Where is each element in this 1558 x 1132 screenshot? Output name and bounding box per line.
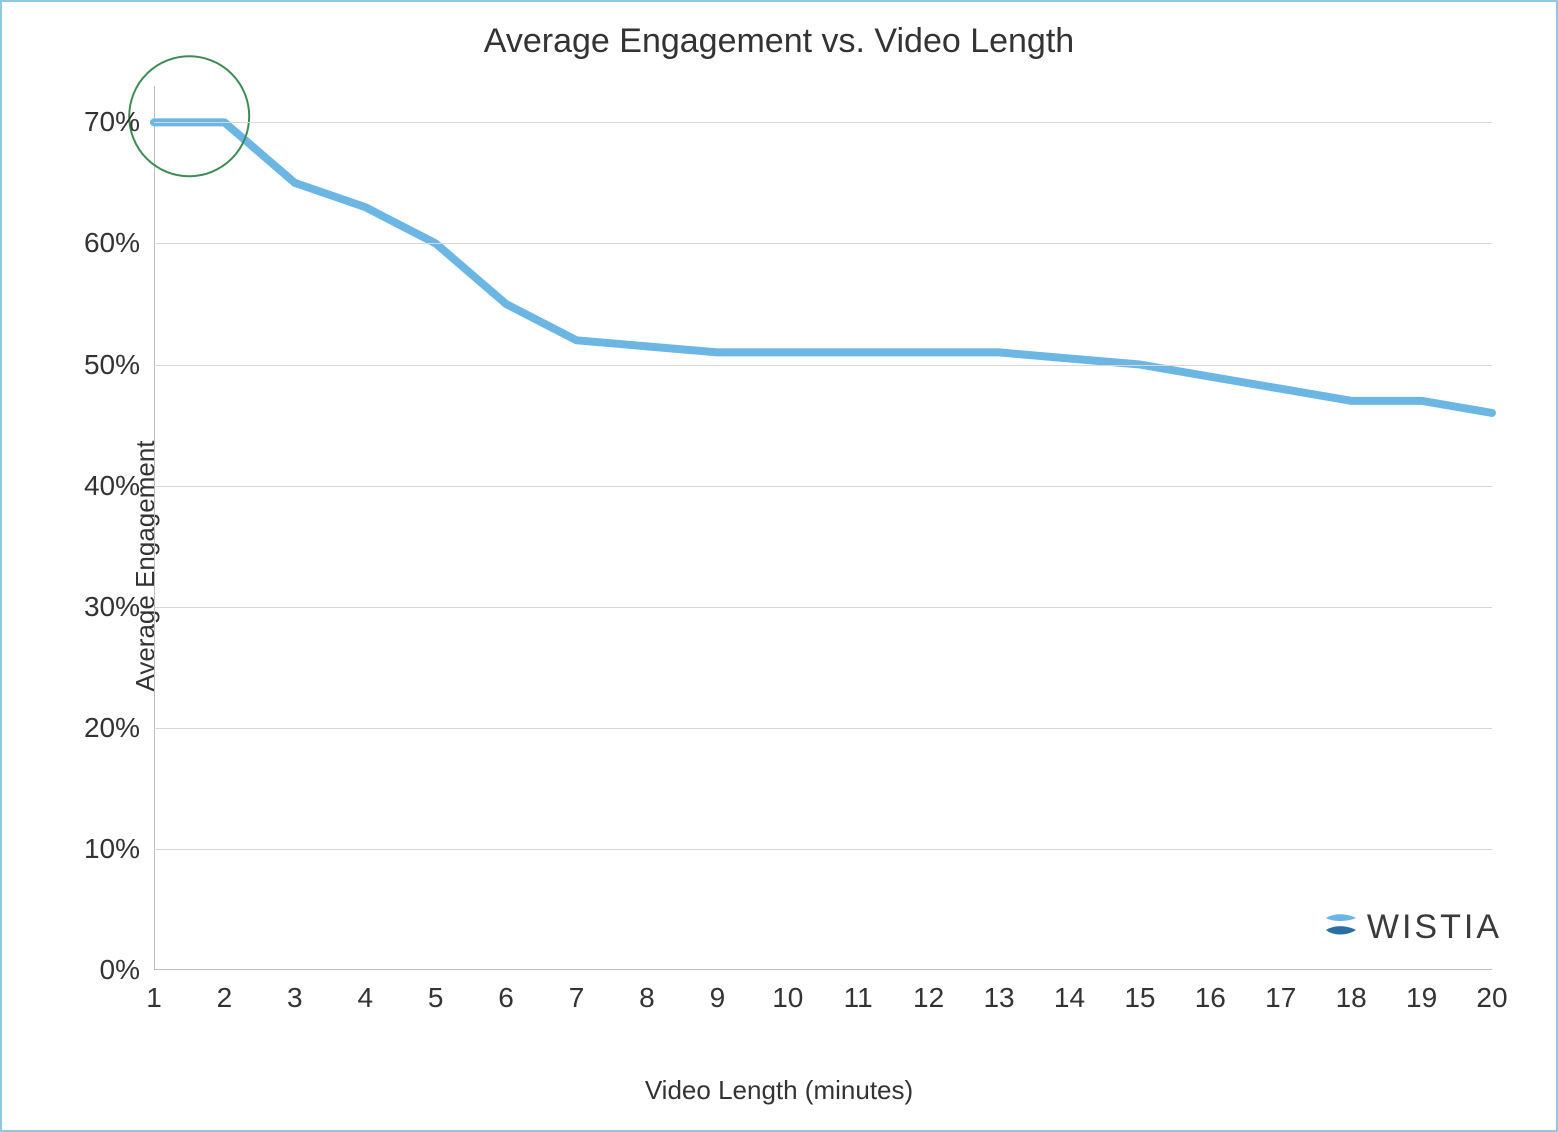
gridline [154, 243, 1492, 244]
x-tick-label: 12 [913, 982, 944, 1014]
line-series-svg [154, 86, 1492, 970]
y-tick-label: 40% [84, 470, 140, 502]
plot-area: 0%10%20%30%40%50%60%70%12345678910111213… [154, 86, 1492, 970]
x-tick-label: 1 [146, 982, 162, 1014]
x-axis-title: Video Length (minutes) [2, 1075, 1556, 1106]
y-tick-label: 70% [84, 106, 140, 138]
x-tick-label: 4 [357, 982, 373, 1014]
x-tick-label: 14 [1054, 982, 1085, 1014]
x-tick-label: 2 [217, 982, 233, 1014]
x-tick-label: 16 [1195, 982, 1226, 1014]
brand-logo: WISTIA [1325, 908, 1502, 947]
x-tick-label: 18 [1336, 982, 1367, 1014]
x-tick-label: 3 [287, 982, 303, 1014]
y-tick-label: 50% [84, 349, 140, 381]
y-tick-label: 0% [100, 954, 140, 986]
x-tick-label: 13 [983, 982, 1014, 1014]
x-tick-label: 19 [1406, 982, 1437, 1014]
y-tick-label: 20% [84, 712, 140, 744]
gridline [154, 365, 1492, 366]
x-tick-label: 20 [1476, 982, 1507, 1014]
x-tick-label: 5 [428, 982, 444, 1014]
chart-frame: Average Engagement vs. Video Length Aver… [0, 0, 1558, 1132]
y-tick-label: 60% [84, 227, 140, 259]
x-tick-label: 6 [498, 982, 514, 1014]
brand-text: WISTIA [1367, 908, 1502, 947]
x-tick-label: 9 [710, 982, 726, 1014]
engagement-line [154, 122, 1492, 413]
x-tick-label: 7 [569, 982, 585, 1014]
gridline [154, 728, 1492, 729]
gridline [154, 122, 1492, 123]
gridline [154, 486, 1492, 487]
chart-title: Average Engagement vs. Video Length [2, 22, 1556, 61]
y-tick-label: 30% [84, 591, 140, 623]
x-tick-label: 17 [1265, 982, 1296, 1014]
x-tick-label: 15 [1124, 982, 1155, 1014]
y-tick-label: 10% [84, 833, 140, 865]
highlight-circle [129, 56, 249, 176]
gridline [154, 607, 1492, 608]
x-tick-label: 10 [772, 982, 803, 1014]
x-tick-label: 11 [844, 982, 873, 1014]
brand-flag-icon [1325, 914, 1357, 942]
x-tick-label: 8 [639, 982, 655, 1014]
gridline [154, 849, 1492, 850]
